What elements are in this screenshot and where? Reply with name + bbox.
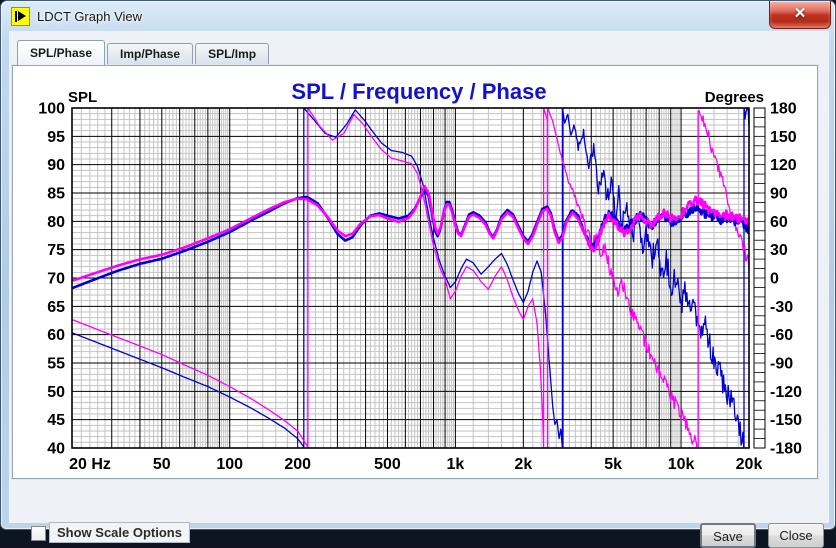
y-right-tick: -30 (770, 299, 793, 316)
series-phase-magenta (72, 108, 749, 448)
x-tick: 1k (447, 456, 465, 473)
y-right-tick: 180 (770, 101, 797, 118)
window-close-button[interactable]: ✕ (769, 1, 831, 29)
graph-panel: SPL / Frequency / Phase SPL Degrees 100 95 90… (12, 65, 818, 479)
series-spl-magenta (72, 184, 749, 283)
y-left-tick: 55 (47, 356, 65, 373)
y-right-tick: -180 (770, 441, 802, 458)
y-left-tick: 75 (47, 242, 65, 259)
y-right-tick: 30 (770, 242, 788, 259)
y-right-tick: 0 (770, 271, 779, 288)
app-icon-glyph (15, 10, 17, 22)
y-right-axis-label: Degrees (705, 89, 764, 106)
y-left-tick: 100 (38, 101, 65, 118)
chart-canvas: SPL / Frequency / Phase SPL Degrees 100 95 90… (38, 79, 802, 473)
y-right-tick: -90 (770, 356, 793, 373)
x-tick: 500 (374, 456, 401, 473)
y-right-tick: -150 (770, 412, 802, 429)
window-title: LDCT Graph View (37, 8, 143, 24)
dialog-client-area: SPL/Phase Imp/Phase SPL/Imp SPL / Freque… (9, 31, 829, 548)
tab-bar: SPL/Phase Imp/Phase SPL/Imp (17, 40, 271, 65)
tab-spl-phase[interactable]: SPL/Phase (17, 40, 106, 65)
y-left-tick: 50 (47, 384, 65, 401)
y-right-tick: 150 (770, 129, 797, 146)
tab-spl-imp[interactable]: SPL/Imp (195, 43, 270, 65)
x-tick: 10k (668, 456, 695, 473)
x-tick: 20k (736, 456, 763, 473)
show-scale-options-label[interactable]: Show Scale Options (49, 522, 190, 543)
chart-title: SPL / Frequency / Phase (291, 79, 546, 104)
x-tick: 2k (514, 456, 532, 473)
tab-imp-phase[interactable]: Imp/Phase (107, 43, 194, 65)
y-right-tick: -120 (770, 384, 802, 401)
x-tick: 200 (284, 456, 311, 473)
y-left-tick: 85 (47, 186, 65, 203)
y-left-tick: 70 (47, 271, 65, 288)
title-bar[interactable]: LDCT Graph View ✕ (1, 1, 835, 31)
x-tick: 100 (216, 456, 243, 473)
y-right-tick: 90 (770, 186, 788, 203)
y-left-tick: 60 (47, 327, 65, 344)
y-right-tick: 60 (770, 214, 788, 231)
y-left-tick: 90 (47, 157, 65, 174)
x-tick: 50 (153, 456, 171, 473)
y-right-tick: 120 (770, 157, 797, 174)
y-left-tick: 40 (47, 441, 65, 458)
app-icon (11, 6, 30, 26)
y-left-tick: 80 (47, 214, 65, 231)
y-right-tick: -60 (770, 327, 793, 344)
close-button[interactable]: Close (768, 523, 824, 548)
series-phase-blue (72, 108, 749, 448)
show-scale-options-checkbox[interactable] (31, 526, 46, 541)
y-left-axis-label: SPL (68, 89, 97, 106)
save-button[interactable]: Save (700, 523, 756, 548)
x-tick: 20 Hz (69, 456, 111, 473)
x-tick: 5k (604, 456, 622, 473)
spl-phase-chart: SPL / Frequency / Phase SPL Degrees 100 95 90… (13, 66, 817, 478)
y-left-tick: 95 (47, 129, 65, 146)
y-left-tick: 65 (47, 299, 65, 316)
y-left-tick: 45 (47, 412, 65, 429)
